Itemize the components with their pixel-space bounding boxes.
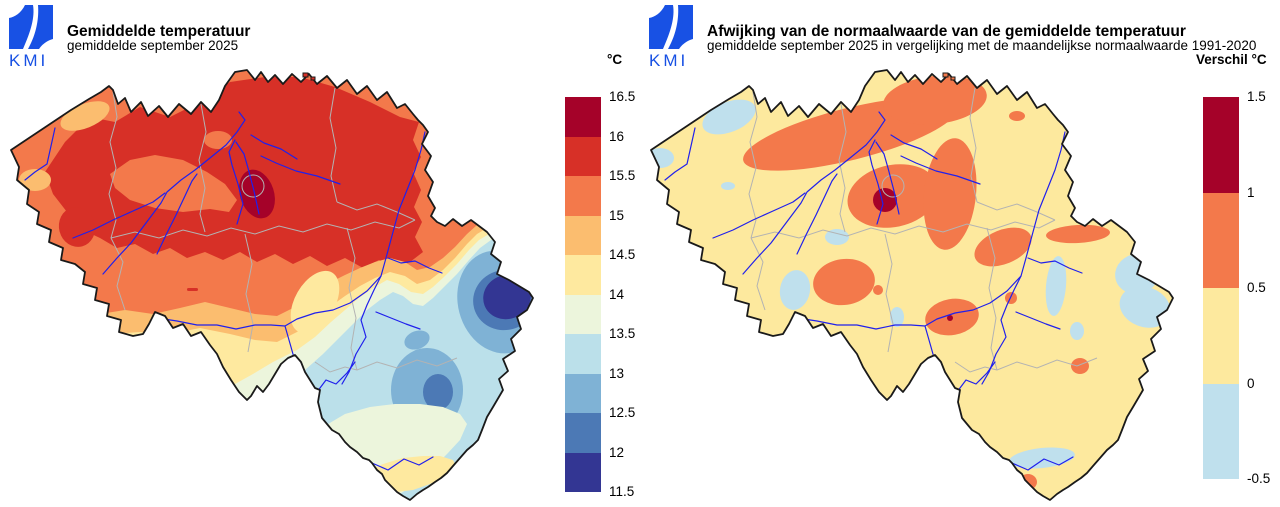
legend-color-swatch	[1203, 192, 1239, 288]
legend-tick-label: 0.5	[1247, 280, 1266, 295]
legend-tick-label: 11.5	[609, 484, 635, 499]
legend-color-swatch	[565, 215, 601, 255]
legend-color-swatch	[565, 294, 601, 334]
kmi-logo-text: KMI	[9, 51, 48, 69]
page-subtitle: gemiddelde september 2025 in vergelijkin…	[707, 38, 1257, 53]
legend-color-swatch	[565, 413, 601, 453]
legend-color-swatch	[565, 373, 601, 413]
belgium-map-temperature-anomaly	[650, 69, 1174, 501]
legend-color-swatch	[565, 452, 601, 492]
page-title: Afwijking van de normaalwaarde van de ge…	[707, 23, 1186, 41]
kmi-logo: KMI	[9, 5, 53, 69]
legend-color-swatch	[565, 334, 601, 374]
legend-tick-label: 16.5	[609, 89, 636, 104]
panel-mean-temperature: KMI Gemiddelde temperatuur gemiddelde se…	[9, 5, 636, 501]
kmi-logo: KMI	[649, 5, 693, 69]
baarle-enclaves	[302, 72, 316, 81]
legend-color-swatch	[1203, 97, 1239, 193]
legend-tick-label: 0	[1247, 375, 1255, 391]
legend-tick-label: -0.5	[1247, 471, 1271, 486]
baarle-enclaves	[942, 72, 956, 81]
legend-tick-label: 14.5	[609, 247, 636, 262]
page-title: Gemiddelde temperatuur	[67, 23, 251, 41]
legend-color-swatch	[1203, 383, 1239, 479]
legend-tick-label: 14	[609, 286, 625, 302]
legend-unit-label: Verschil °C	[1196, 52, 1267, 67]
legend-tick-label: 1.5	[1247, 89, 1266, 104]
legend-tick-label: 15	[609, 207, 625, 223]
kmi-logo-mark	[649, 5, 693, 49]
legend-color-swatch	[565, 97, 601, 137]
kmi-logo-text: KMI	[649, 51, 688, 69]
legend-tick-label: 13	[609, 365, 625, 381]
legend-unit-label: °C	[607, 52, 623, 67]
legend-tick-label: 16	[609, 128, 625, 144]
legend-color-swatch	[565, 176, 601, 216]
legend-color-swatch	[565, 255, 601, 295]
kmi-logo-mark	[9, 5, 53, 49]
page-subtitle: gemiddelde september 2025	[67, 38, 239, 53]
legend-color-swatch	[1203, 288, 1239, 384]
legend-color-swatch	[565, 136, 601, 176]
legend-tick-label: 13.5	[609, 326, 636, 341]
legend-tick-label: 15.5	[609, 168, 636, 183]
legend-tick-label: 1	[1247, 184, 1255, 200]
legend-tick-label: 12.5	[609, 405, 636, 420]
legend-tick-label: 12	[609, 444, 625, 460]
panel-temperature-anomaly: KMI Afwijking van de normaalwaarde van d…	[640, 0, 1280, 507]
belgium-map-mean-temperature	[10, 69, 534, 501]
